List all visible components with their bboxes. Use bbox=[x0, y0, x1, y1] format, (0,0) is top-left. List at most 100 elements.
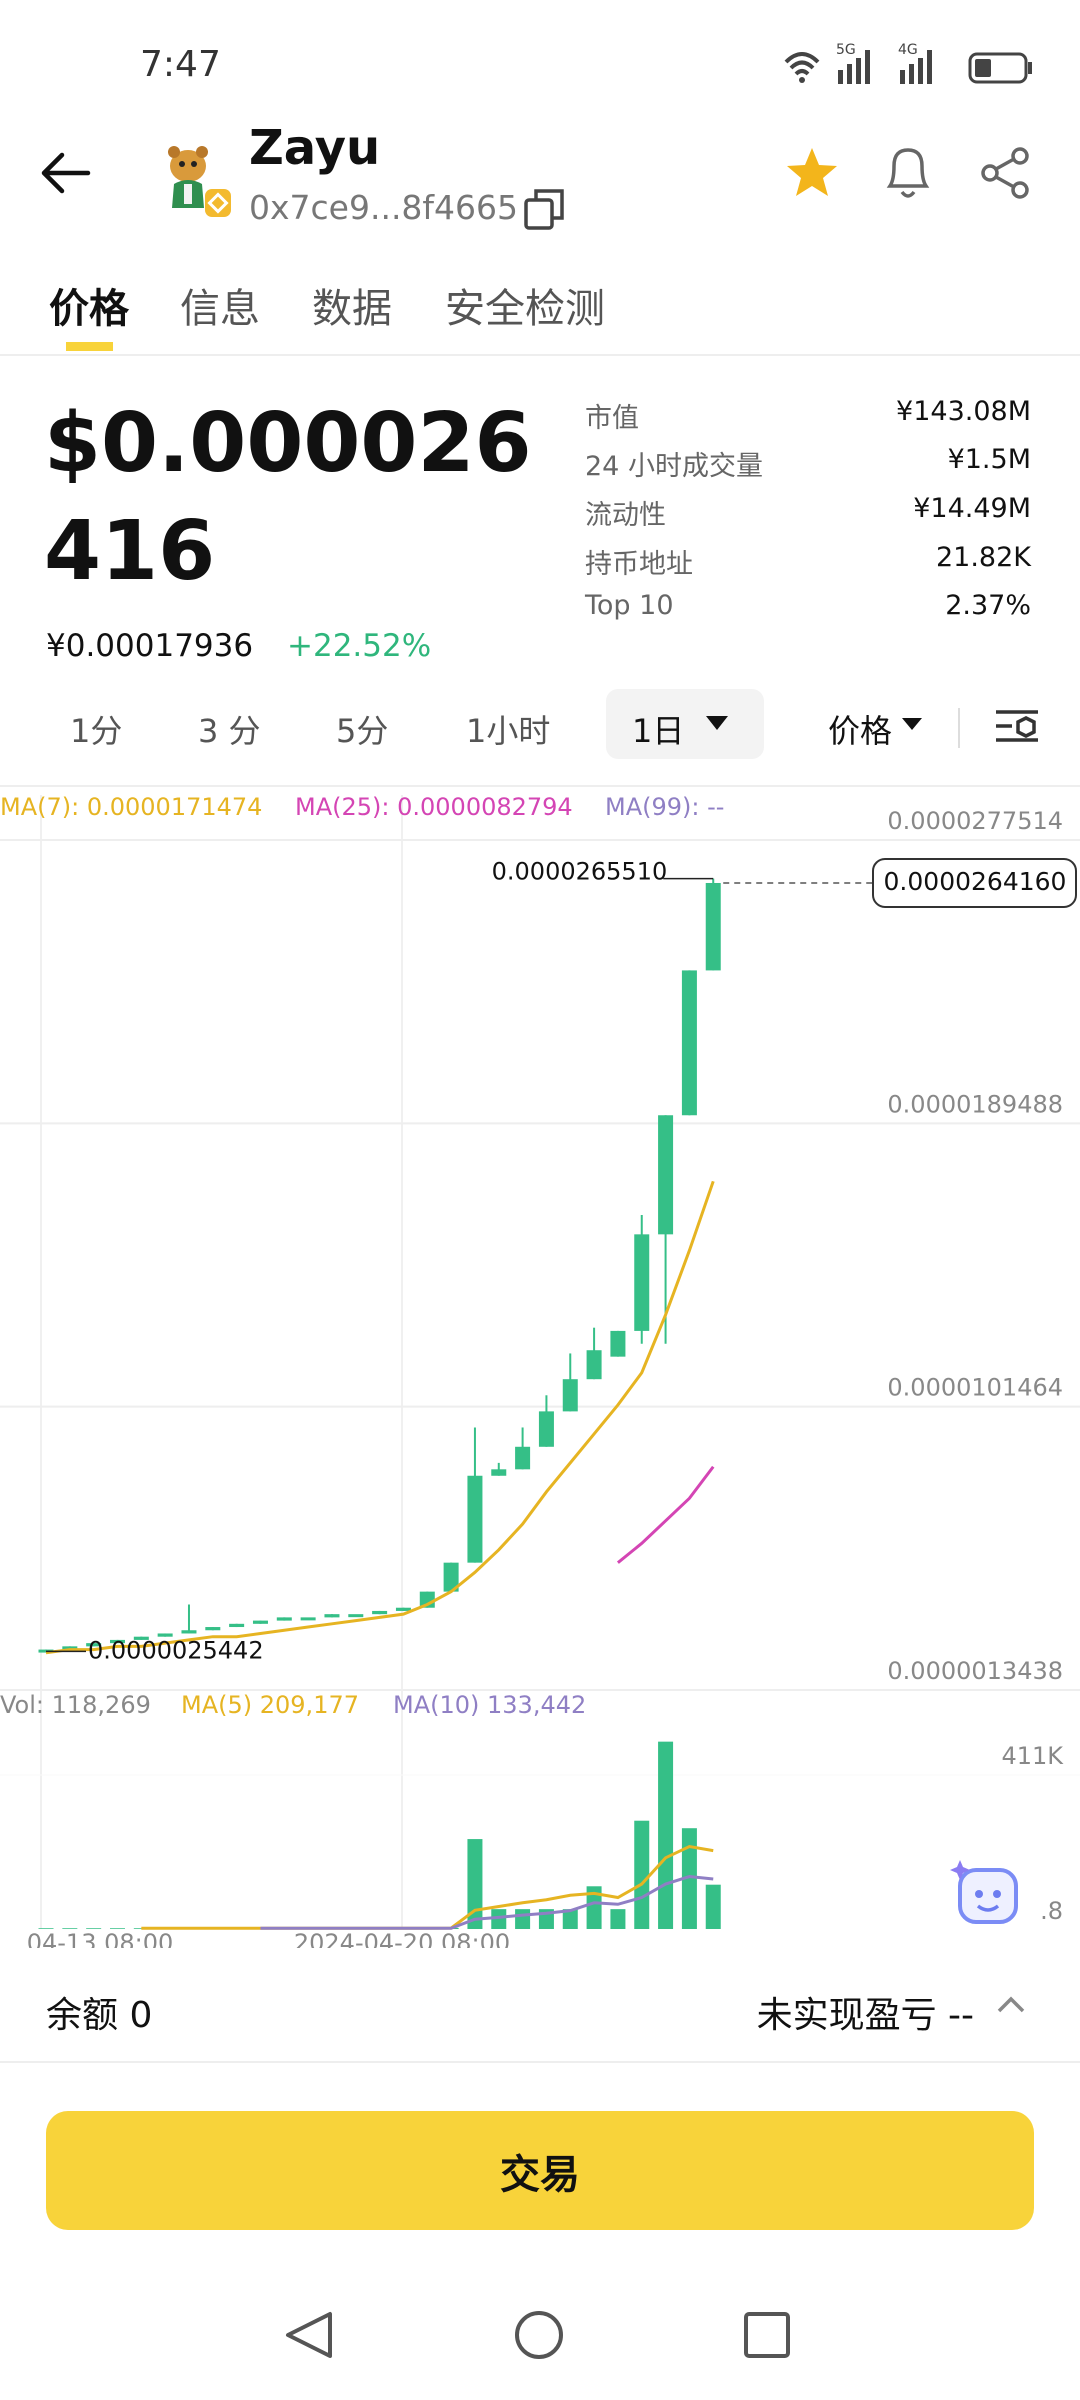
net-4g: 4G bbox=[898, 42, 918, 58]
ma25-line bbox=[616, 1465, 715, 1564]
candle-body bbox=[324, 1614, 340, 1618]
indicator-settings[interactable] bbox=[994, 706, 1040, 748]
vol-label: Vol: 118,269 bbox=[0, 1691, 151, 1719]
candle-body bbox=[515, 1446, 531, 1470]
divider bbox=[0, 785, 1080, 787]
interval-selected[interactable] bbox=[606, 689, 764, 759]
stat-value: 2.37% bbox=[945, 590, 1031, 621]
back-button[interactable] bbox=[40, 150, 94, 196]
stat-label: 持币地址 bbox=[585, 549, 693, 580]
candle-body bbox=[133, 1636, 149, 1640]
stat-value: ¥14.49M bbox=[913, 493, 1031, 524]
divider bbox=[0, 354, 1080, 356]
interval[interactable]: 5分 bbox=[336, 712, 389, 750]
vol-bar bbox=[467, 1839, 483, 1929]
candle-body bbox=[109, 1639, 125, 1644]
candle-body bbox=[300, 1617, 316, 1621]
vol-label: MA(5) 209,177 bbox=[181, 1691, 359, 1719]
vol-tick-label: .8 bbox=[1040, 1897, 1063, 1925]
last-price-label: 0.0000264160 bbox=[884, 867, 1067, 896]
share-button[interactable] bbox=[978, 146, 1032, 200]
last-price-box bbox=[872, 857, 1077, 908]
vol-bar bbox=[658, 1741, 674, 1929]
price-usd: $0.000026416 bbox=[44, 396, 532, 599]
candle-body bbox=[705, 882, 721, 971]
status-time: 7:47 bbox=[140, 44, 221, 85]
vol-bar bbox=[634, 1820, 650, 1929]
price-change: +22.52% bbox=[287, 628, 432, 664]
y-tick-label: 0.0000189488 bbox=[887, 1090, 1063, 1118]
vol-bar bbox=[109, 1928, 125, 1929]
vol-bar bbox=[38, 1928, 54, 1929]
vol-bar bbox=[705, 1884, 721, 1929]
nav-home[interactable] bbox=[515, 2311, 563, 2359]
x-tick-label: 2024-04-20 08:00 bbox=[294, 1929, 510, 1948]
tab-active[interactable]: 价格 bbox=[49, 286, 129, 332]
vol-bar bbox=[491, 1909, 507, 1929]
x-tick-label: 04-13 08:00 bbox=[27, 1929, 174, 1948]
trade-button[interactable]: 交易 bbox=[46, 2111, 1034, 2230]
kline-chart: 0.0000013438 0.0000101464 0.0000189488 0.00… bbox=[0, 793, 1080, 1948]
divider bbox=[958, 708, 960, 748]
chain-badge bbox=[205, 189, 231, 217]
candle-body bbox=[205, 1627, 221, 1631]
y-tick-label: 0.0000277514 bbox=[887, 807, 1063, 835]
balance: 余额 0 bbox=[46, 1995, 153, 2036]
candle-body bbox=[62, 1646, 78, 1650]
tab[interactable]: 信息 bbox=[180, 286, 260, 332]
candle-body bbox=[681, 970, 697, 1116]
interval[interactable]: 1小时 bbox=[466, 712, 551, 750]
candle-body bbox=[491, 1469, 507, 1476]
vol-bar bbox=[610, 1909, 626, 1929]
alert-button[interactable] bbox=[882, 144, 934, 202]
candle-body bbox=[467, 1475, 483, 1563]
tab[interactable]: 安全检测 bbox=[445, 286, 605, 332]
unrealized-pnl: 未实现盈亏 -- bbox=[756, 1995, 974, 2036]
stat-label: Top 10 bbox=[585, 590, 674, 621]
candle-body bbox=[634, 1234, 650, 1331]
price-toggle[interactable]: 价格 bbox=[828, 712, 893, 750]
candle-body bbox=[658, 1115, 674, 1235]
candle-body bbox=[372, 1610, 388, 1615]
candle-body bbox=[443, 1562, 459, 1592]
vol-bar bbox=[681, 1828, 697, 1929]
stat-label: 24 小时成交量 bbox=[585, 451, 763, 482]
candle-body bbox=[157, 1633, 173, 1637]
dropdown-arrow bbox=[902, 718, 922, 730]
stat-label: 市值 bbox=[585, 403, 639, 434]
favorite-button[interactable] bbox=[784, 146, 840, 200]
ma-label: MA(99): -- bbox=[605, 793, 724, 821]
candle-body bbox=[252, 1620, 268, 1624]
interval-active[interactable]: 1日 bbox=[632, 712, 685, 750]
tab[interactable]: 数据 bbox=[312, 286, 392, 332]
interval[interactable]: 3 分 bbox=[198, 712, 261, 750]
divider bbox=[0, 2061, 1080, 2063]
nav-back[interactable] bbox=[286, 2312, 332, 2358]
y-tick-label: 0.0000013438 bbox=[887, 1657, 1063, 1685]
vol-tick-label: 411K bbox=[1001, 1742, 1064, 1770]
dropdown-arrow bbox=[706, 716, 728, 730]
candle-body bbox=[586, 1350, 602, 1380]
candle-body bbox=[562, 1379, 578, 1412]
candle-body bbox=[181, 1630, 197, 1634]
high-marker: 0.0000265510 bbox=[492, 858, 668, 886]
copy-button[interactable] bbox=[524, 188, 566, 230]
candle-body bbox=[538, 1411, 554, 1447]
low-marker: 0.0000025442 bbox=[88, 1636, 264, 1664]
token-address: 0x7ce9...8f4665 bbox=[249, 188, 519, 227]
ma-label: MA(25): 0.0000082794 bbox=[295, 793, 573, 821]
net-5g: 5G bbox=[836, 42, 856, 58]
nav-recents[interactable] bbox=[744, 2312, 790, 2358]
candle-body bbox=[610, 1330, 626, 1357]
candle-body bbox=[86, 1643, 102, 1647]
vol-bar bbox=[62, 1928, 78, 1929]
ma-label: MA(7): 0.0000171474 bbox=[0, 793, 262, 821]
expand-toggle[interactable] bbox=[996, 1994, 1026, 2014]
price-cny: ¥0.00017936 bbox=[46, 628, 254, 664]
ai-assistant[interactable] bbox=[950, 1856, 1026, 1932]
candle-body bbox=[348, 1614, 364, 1618]
vol-label: MA(10) 133,442 bbox=[393, 1691, 586, 1719]
nav-bar bbox=[286, 2311, 790, 2359]
token-avatar bbox=[168, 146, 208, 208]
interval[interactable]: 1分 bbox=[70, 712, 123, 750]
